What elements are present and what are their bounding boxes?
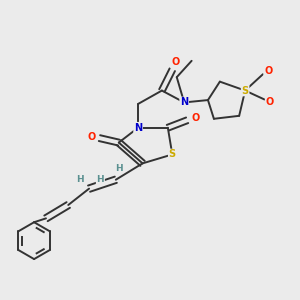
Text: S: S bbox=[242, 85, 249, 96]
Text: O: O bbox=[87, 132, 95, 142]
Text: N: N bbox=[134, 123, 142, 133]
Text: S: S bbox=[169, 149, 176, 160]
Text: H: H bbox=[115, 164, 123, 173]
Text: H: H bbox=[76, 175, 83, 184]
Text: O: O bbox=[264, 66, 272, 76]
Text: H: H bbox=[97, 175, 104, 184]
Text: O: O bbox=[171, 57, 179, 67]
Text: N: N bbox=[180, 98, 188, 107]
Text: O: O bbox=[191, 113, 200, 123]
Text: O: O bbox=[266, 98, 274, 107]
